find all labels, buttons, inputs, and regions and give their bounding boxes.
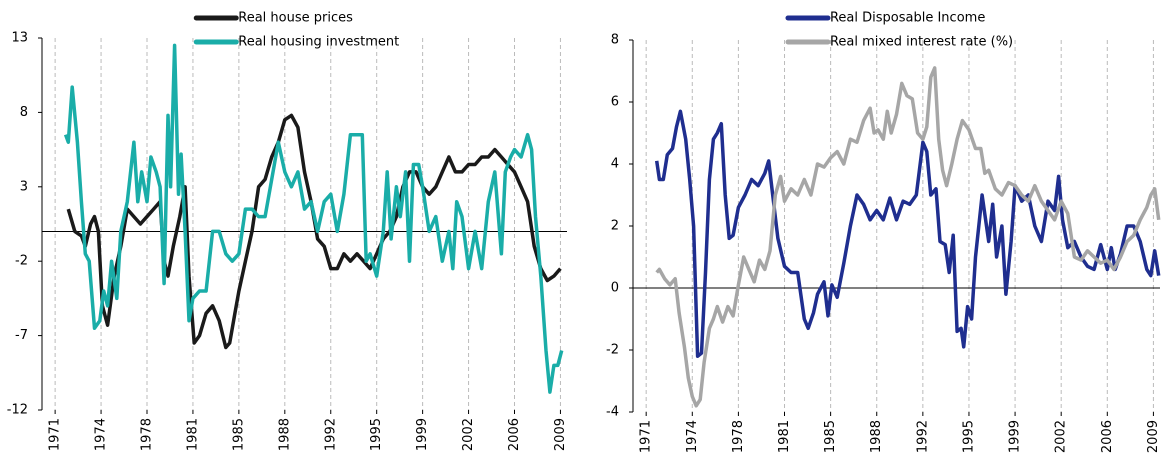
y-tick-label: -7 <box>15 328 28 343</box>
series-line <box>655 66 1161 408</box>
x-tick-label: 2002 <box>461 418 476 451</box>
series-line <box>654 109 1161 358</box>
x-tick-label: 2009 <box>1146 420 1161 453</box>
x-tick-label: 1985 <box>231 418 246 451</box>
y-tick-label: -4 <box>606 405 619 420</box>
y-tick-label: 6 <box>611 95 619 110</box>
x-tick-label: 1974 <box>685 420 700 453</box>
x-tick-label: 1999 <box>1008 420 1023 453</box>
x-tick-label: 2006 <box>1100 420 1115 453</box>
y-tick-label: 8 <box>20 105 28 120</box>
x-tick-label: 1999 <box>415 418 430 451</box>
y-tick-label: 8 <box>611 33 619 48</box>
legend-label: Real house prices <box>238 11 353 26</box>
x-tick-label: 2009 <box>553 418 568 451</box>
x-tick-label: 1981 <box>777 420 792 453</box>
y-tick-label: -2 <box>15 254 28 269</box>
y-tick-label: 2 <box>611 219 619 234</box>
x-tick-label: 1988 <box>869 420 884 453</box>
y-tick-label: 0 <box>611 281 619 296</box>
x-tick-label: 1985 <box>823 420 838 453</box>
x-tick-label: 1971 <box>48 418 63 451</box>
legend-label: Real housing investment <box>238 35 399 50</box>
y-tick-label: 4 <box>611 157 619 172</box>
legend-label: Real mixed interest rate (%) <box>830 35 1013 50</box>
series-line <box>63 43 564 394</box>
x-tick-label: 1974 <box>94 418 109 451</box>
x-tick-label: 2006 <box>507 418 522 451</box>
y-tick-label: -12 <box>7 403 28 418</box>
x-tick-label: 2002 <box>1054 420 1069 453</box>
x-tick-label: 1971 <box>639 420 654 453</box>
series-line <box>66 113 562 350</box>
x-tick-label: 1978 <box>731 420 746 453</box>
x-tick-label: 1988 <box>277 418 292 451</box>
legend-label: Real Disposable Income <box>830 11 985 26</box>
x-tick-label: 1978 <box>140 418 155 451</box>
x-tick-label: 1995 <box>369 418 384 451</box>
y-tick-label: 13 <box>11 31 28 46</box>
x-tick-label: 1995 <box>961 420 976 453</box>
x-tick-label: 1981 <box>185 418 200 451</box>
y-tick-label: 3 <box>20 179 28 194</box>
x-tick-label: 1992 <box>915 420 930 453</box>
y-tick-label: -2 <box>606 343 619 358</box>
x-tick-label: 1992 <box>323 418 338 451</box>
